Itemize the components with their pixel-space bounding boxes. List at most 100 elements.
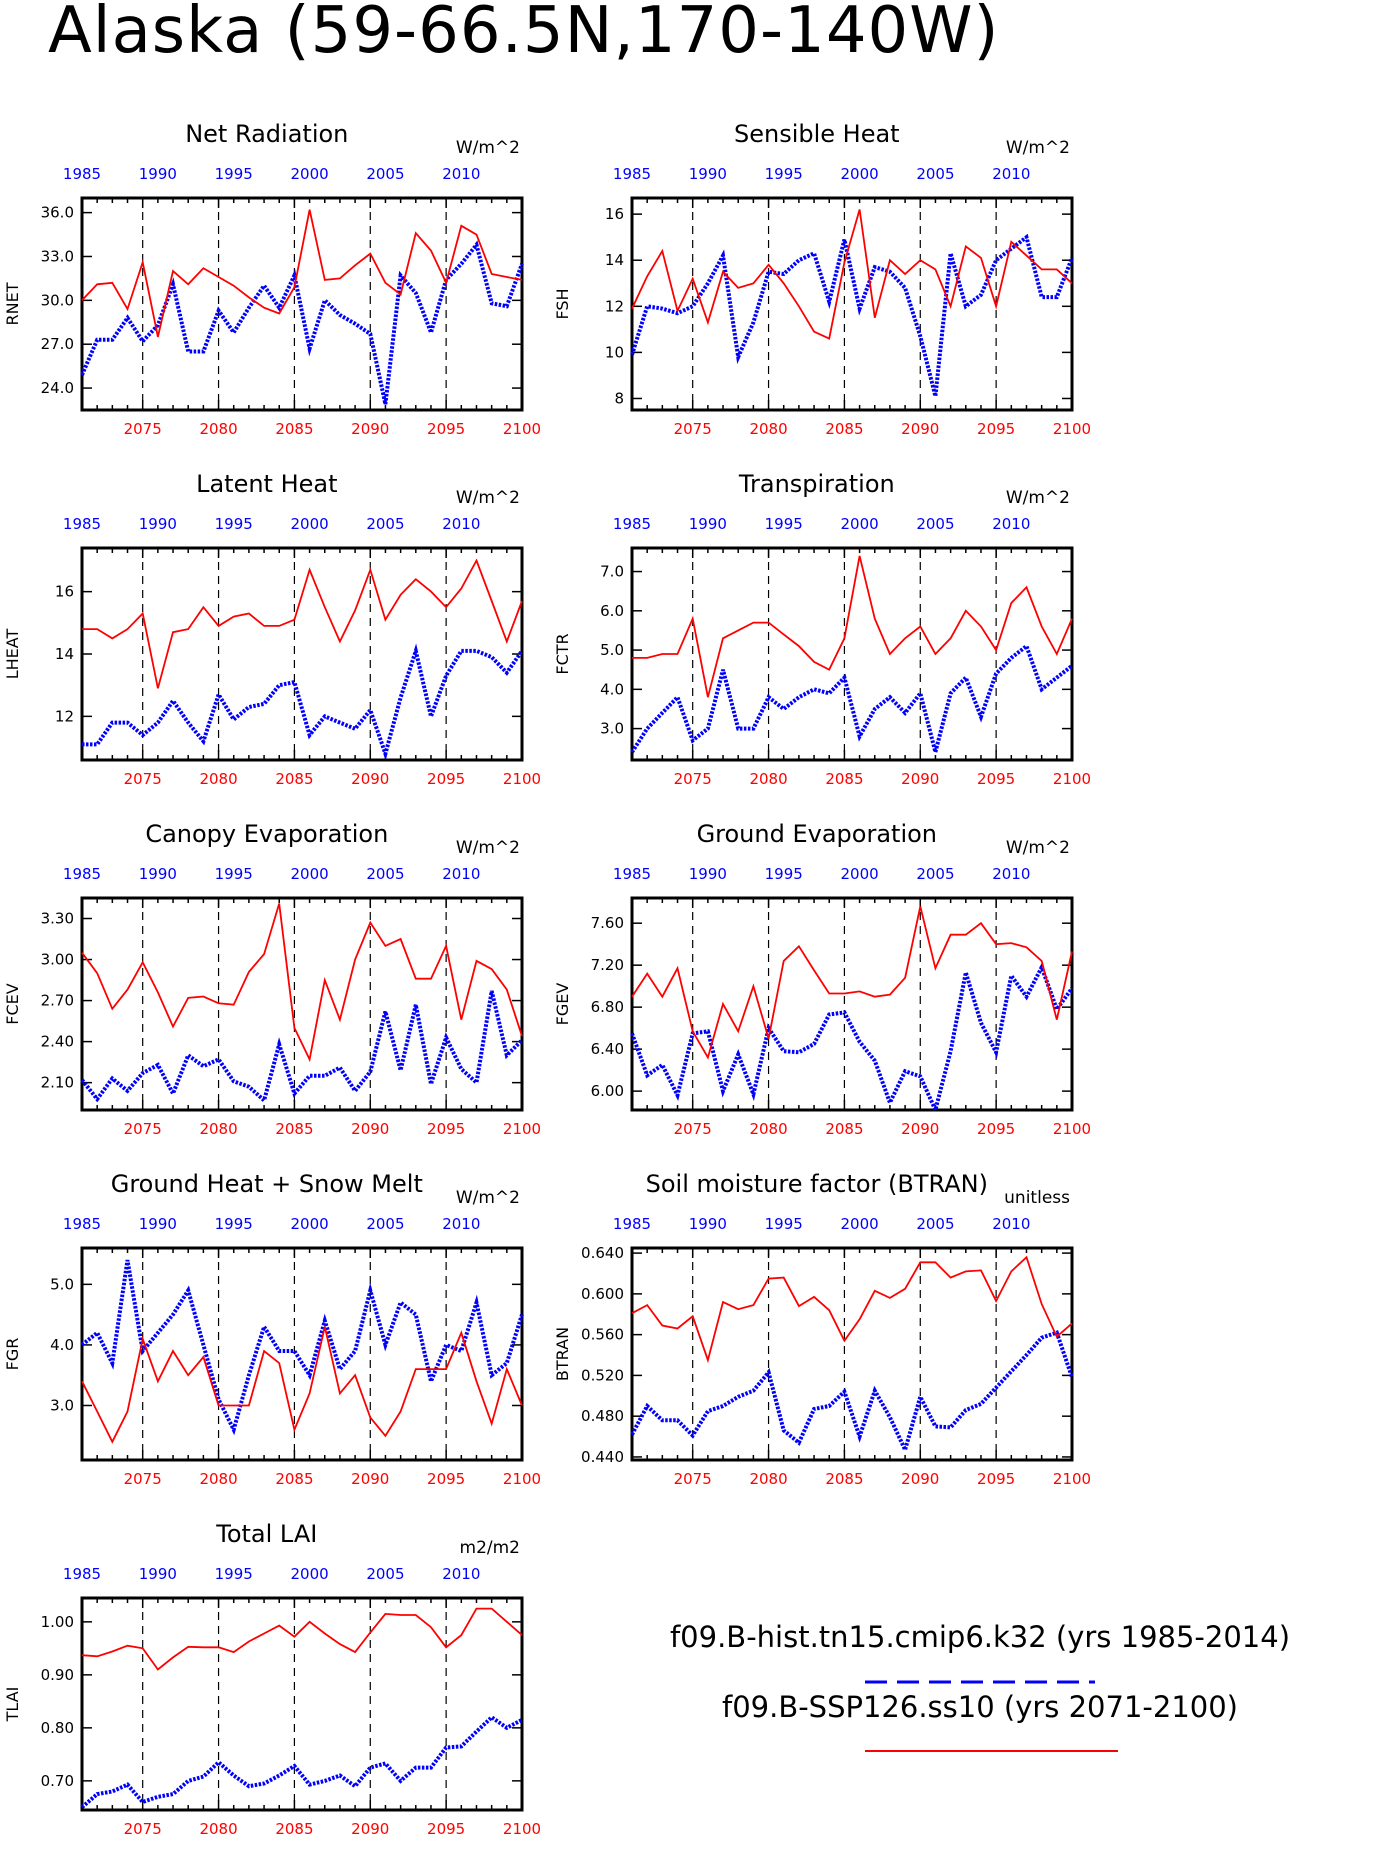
x-tick-label-bottom: 2085 (275, 420, 313, 438)
x-tick-label-bottom: 2085 (825, 420, 863, 438)
x-tick-label-top: 2000 (840, 1215, 878, 1233)
x-tick-label-top: 2000 (840, 865, 878, 883)
x-tick-label-bottom: 2085 (825, 770, 863, 788)
series-line-hist (630, 233, 1074, 397)
x-tick-label-top: 2010 (442, 515, 480, 533)
plot-frame (630, 1246, 1074, 1462)
x-tick-label-top: 2000 (290, 165, 328, 183)
legend-hist-label: f09.B-hist.tn15.cmip6.k32 (yrs 1985-2014… (669, 1620, 1291, 1654)
units-label: W/m^2 (1006, 838, 1070, 858)
y-tick-label: 2.40 (41, 1033, 74, 1051)
y-tick-label: 0.520 (581, 1366, 624, 1384)
x-tick-label-top: 1990 (689, 865, 727, 883)
y-tick-label: 6.40 (591, 1040, 624, 1058)
x-tick-label-top: 1995 (215, 515, 253, 533)
panel-btran: 1985 2075 1990 2080 1995 2085 2000 2090 2005 2095… (553, 1170, 1091, 1488)
units-label: unitless (1004, 1188, 1070, 1208)
plot-frame (630, 546, 1074, 762)
x-tick-label-bottom: 2090 (351, 420, 389, 438)
y-tick-label: 0.640 (581, 1244, 624, 1262)
series-line-hist (80, 1714, 523, 1809)
x-tick-label-bottom: 2095 (977, 420, 1015, 438)
x-tick-label-bottom: 2085 (275, 1820, 313, 1838)
x-tick-label-top: 1985 (63, 515, 101, 533)
x-tick-label-bottom: 2080 (199, 770, 237, 788)
units-label: W/m^2 (456, 838, 520, 858)
x-tick-label-bottom: 2100 (1053, 1120, 1091, 1138)
y-axis-label: BTRAN (553, 1327, 572, 1381)
y-tick-label: 0.440 (581, 1448, 624, 1466)
y-tick-label: 0.70 (41, 1772, 74, 1790)
x-tick-label-bottom: 2080 (199, 1820, 237, 1838)
x-tick-label-top: 2005 (366, 1215, 404, 1233)
series-line-ssp (631, 906, 1073, 1060)
x-tick-label-bottom: 2100 (503, 770, 541, 788)
x-tick-label-top: 1995 (765, 515, 803, 533)
legend-ssp-label: f09.B-SSP126.ss10 (yrs 2071-2100) (721, 1690, 1238, 1724)
x-tick-label-bottom: 2090 (351, 1820, 389, 1838)
x-tick-label-bottom: 2100 (503, 1120, 541, 1138)
x-tick-label-top: 1985 (63, 1215, 101, 1233)
panel-title: Latent Heat (196, 470, 337, 498)
panel-tlai: 1985 2075 1990 2080 1995 2085 2000 2090 2005 2095… (3, 1520, 541, 1838)
x-tick-label-top: 1990 (139, 1215, 177, 1233)
panel-title: Canopy Evaporation (145, 820, 388, 848)
y-tick-label: 16 (605, 205, 624, 223)
plot-frame (80, 196, 524, 412)
x-tick-label-top: 1990 (139, 865, 177, 883)
x-tick-label-top: 2005 (366, 865, 404, 883)
x-tick-label-top: 1990 (689, 165, 727, 183)
x-tick-label-top: 2005 (366, 1565, 404, 1583)
x-tick-label-top: 1985 (63, 1565, 101, 1583)
x-tick-label-bottom: 2080 (749, 420, 787, 438)
x-tick-label-top: 2000 (290, 515, 328, 533)
x-tick-label-top: 1990 (139, 165, 177, 183)
x-tick-label-bottom: 2080 (749, 1120, 787, 1138)
x-tick-label-top: 1985 (63, 865, 101, 883)
x-tick-label-top: 2010 (442, 165, 480, 183)
panel-title: Total LAI (215, 1520, 317, 1548)
x-tick-label-top: 2005 (366, 165, 404, 183)
panel-fcev: 1985 2075 1990 2080 1995 2085 2000 2090 2005 2095… (3, 820, 541, 1138)
y-tick-label: 7.60 (591, 914, 624, 932)
x-tick-label-bottom: 2085 (275, 1120, 313, 1138)
x-tick-label-bottom: 2075 (124, 1820, 162, 1838)
x-tick-label-bottom: 2085 (825, 1120, 863, 1138)
units-label: W/m^2 (1006, 488, 1070, 508)
series-line-hist (80, 1259, 524, 1436)
y-tick-label: 12 (55, 707, 74, 725)
series-line-hist (630, 1330, 1074, 1456)
y-axis-label: FCEV (3, 983, 22, 1024)
y-tick-label: 12 (605, 297, 624, 315)
x-tick-label-bottom: 2080 (199, 1470, 237, 1488)
y-tick-label: 27.0 (41, 335, 74, 353)
x-tick-label-top: 2000 (840, 165, 878, 183)
y-tick-label: 0.480 (581, 1407, 624, 1425)
x-tick-label-bottom: 2100 (503, 420, 541, 438)
x-tick-label-top: 2000 (290, 1565, 328, 1583)
x-tick-label-bottom: 2100 (1053, 770, 1091, 788)
x-tick-label-top: 2000 (290, 1215, 328, 1233)
y-tick-label: 36.0 (41, 204, 74, 222)
x-tick-label-bottom: 2080 (749, 770, 787, 788)
x-tick-label-top: 1985 (613, 515, 651, 533)
x-tick-label-bottom: 2095 (977, 1470, 1015, 1488)
series-line-ssp (81, 1607, 523, 1671)
y-tick-label: 16 (55, 583, 74, 601)
panel-title: Ground Heat + Snow Melt (111, 1170, 423, 1198)
series-line-ssp (631, 1255, 1073, 1364)
x-tick-label-bottom: 2090 (351, 1120, 389, 1138)
x-tick-label-bottom: 2085 (275, 1470, 313, 1488)
y-tick-label: 33.0 (41, 247, 74, 265)
x-tick-label-top: 2010 (992, 1215, 1030, 1233)
y-tick-label: 3.30 (41, 910, 74, 928)
x-tick-label-top: 2005 (366, 515, 404, 533)
series-line-ssp (632, 555, 1073, 698)
y-axis-label: FSH (553, 288, 572, 319)
x-tick-label-bottom: 2075 (674, 1120, 712, 1138)
series-line-hist (80, 990, 524, 1105)
x-tick-label-top: 2010 (442, 1215, 480, 1233)
panel-fctr: 1985 2075 1990 2080 1995 2085 2000 2090 2005 2095… (553, 470, 1091, 788)
x-tick-label-top: 2010 (992, 165, 1030, 183)
x-tick-label-top: 1990 (689, 1215, 727, 1233)
